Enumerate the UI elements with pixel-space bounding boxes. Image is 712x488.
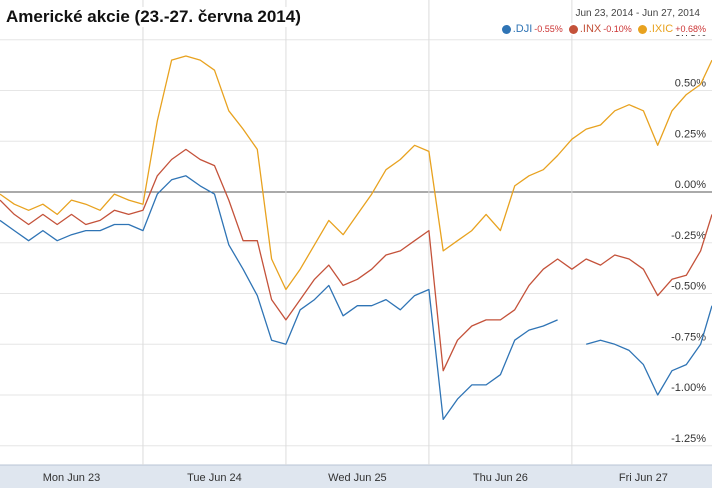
legend-name: .INX: [579, 23, 602, 35]
legend-swatch: [637, 24, 647, 34]
legend-change: +0.68%: [675, 24, 706, 34]
x-tick-label: Tue Jun 24: [187, 472, 242, 484]
x-axis-band: [0, 465, 712, 488]
legend: .DJI -0.55% .INX -0.10% .IXIC +0.68%: [501, 23, 706, 35]
y-tick-label: -1.25%: [671, 433, 706, 445]
y-tick-label: 0.25%: [675, 128, 706, 140]
legend-change: -0.55%: [534, 24, 563, 34]
legend-name: .IXIC: [648, 23, 674, 35]
series-line: [0, 148, 712, 372]
legend-entry: .DJI -0.55%: [501, 23, 563, 35]
series-line: [0, 55, 712, 291]
date-range: Jun 23, 2014 - Jun 27, 2014: [575, 8, 700, 19]
y-tick-label: -0.50%: [671, 281, 706, 293]
y-tick-label: -1.00%: [671, 382, 706, 394]
y-tick-label: 0.00%: [675, 179, 706, 191]
chart-title: Americké akcie (23.-27. června 2014): [6, 7, 305, 27]
y-tick-label: -0.25%: [671, 230, 706, 242]
legend-change: -0.10%: [603, 24, 632, 34]
legend-name: .DJI: [512, 23, 533, 35]
x-tick-label: Mon Jun 23: [43, 472, 100, 484]
legend-swatch: [501, 24, 511, 34]
legend-entry: .INX -0.10%: [568, 23, 632, 35]
x-tick-label: Thu Jun 26: [473, 472, 528, 484]
legend-swatch: [568, 24, 578, 34]
y-tick-label: -0.75%: [671, 331, 706, 343]
legend-entry: .IXIC +0.68%: [637, 23, 706, 35]
x-tick-label: Wed Jun 25: [328, 472, 387, 484]
series-line: [0, 175, 712, 421]
x-tick-label: Fri Jun 27: [619, 472, 668, 484]
